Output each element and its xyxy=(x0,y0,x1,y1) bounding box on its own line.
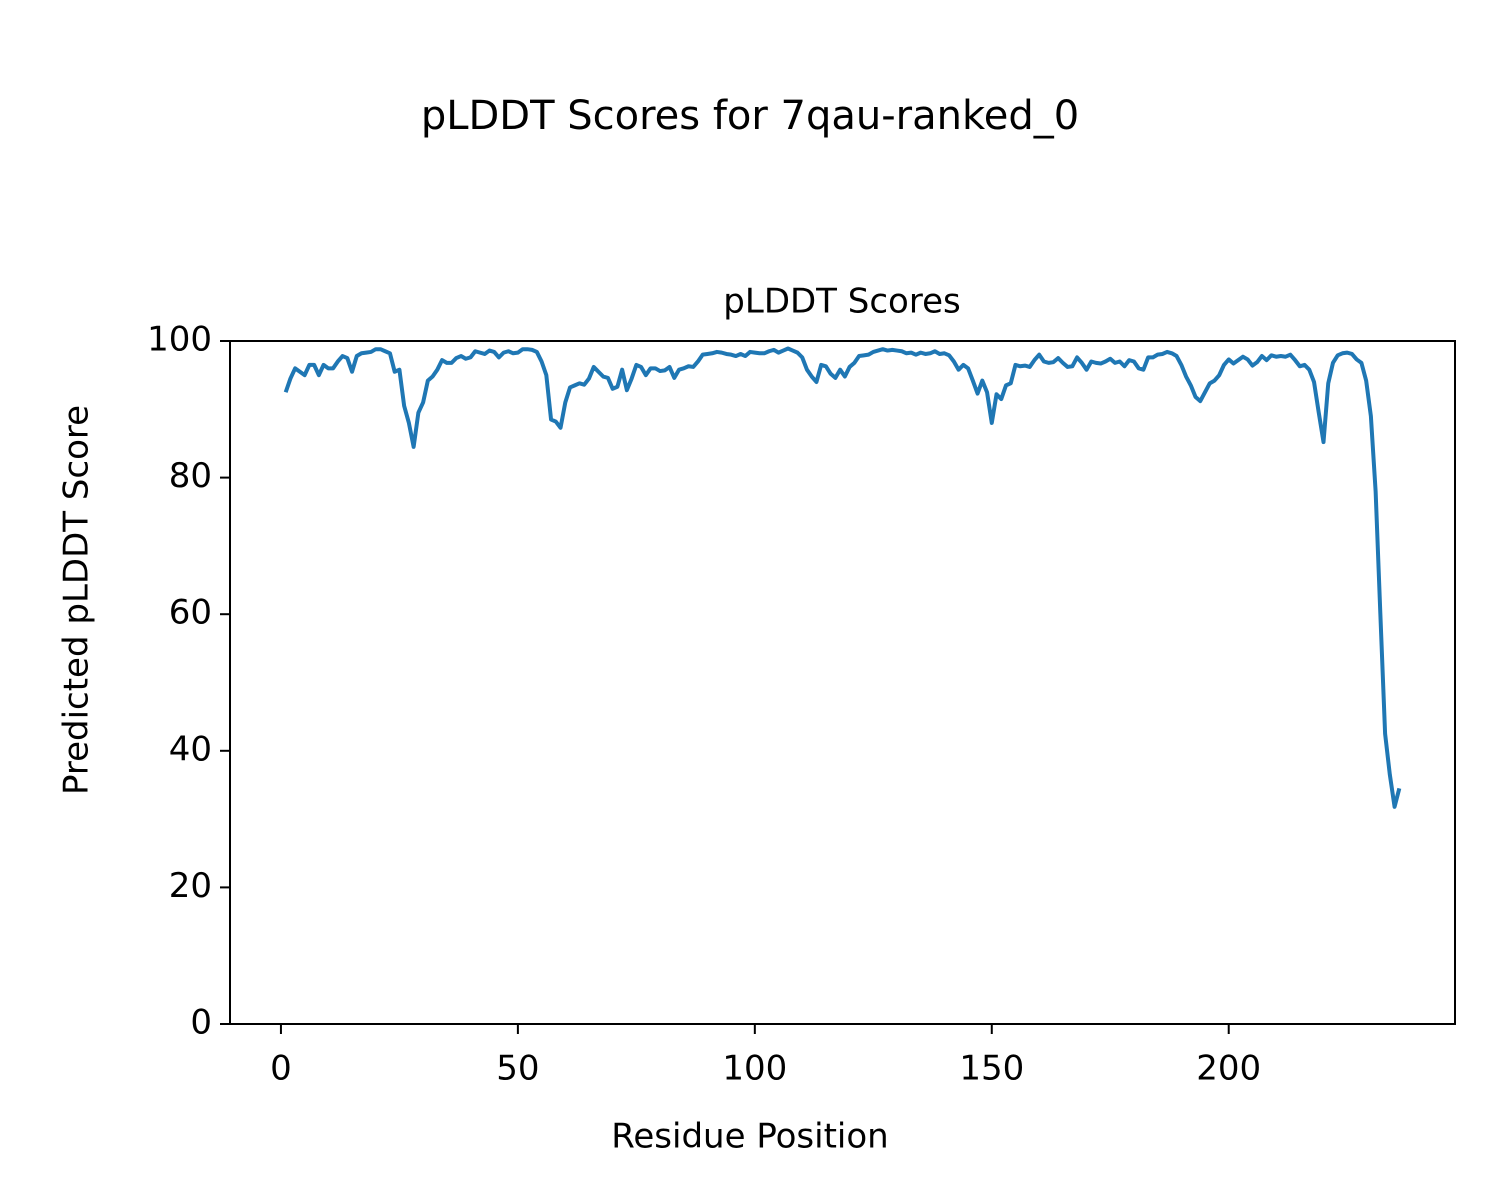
data-line xyxy=(283,346,1402,809)
y-tick-label: 0 xyxy=(190,1003,212,1043)
y-axis-label: Predicted pLDDT Score xyxy=(57,405,97,795)
y-tick-label: 80 xyxy=(169,456,212,496)
x-axis-label: Residue Position xyxy=(611,1117,888,1157)
y-tick-label: 100 xyxy=(147,320,212,360)
x-tick-label: 50 xyxy=(496,1049,539,1089)
x-tick-label: 0 xyxy=(270,1049,292,1089)
x-tick-label: 100 xyxy=(722,1049,787,1089)
y-tick-label: 40 xyxy=(169,729,212,769)
y-tick-label: 60 xyxy=(169,593,212,633)
plot-frame xyxy=(229,340,1456,1025)
chart-title: pLDDT Scores xyxy=(723,282,960,322)
y-tick-label: 20 xyxy=(169,866,212,906)
x-tick-label: 200 xyxy=(1196,1049,1261,1089)
x-tick-label: 150 xyxy=(959,1049,1024,1089)
suptitle: pLDDT Scores for 7qau-ranked_0 xyxy=(421,93,1079,139)
